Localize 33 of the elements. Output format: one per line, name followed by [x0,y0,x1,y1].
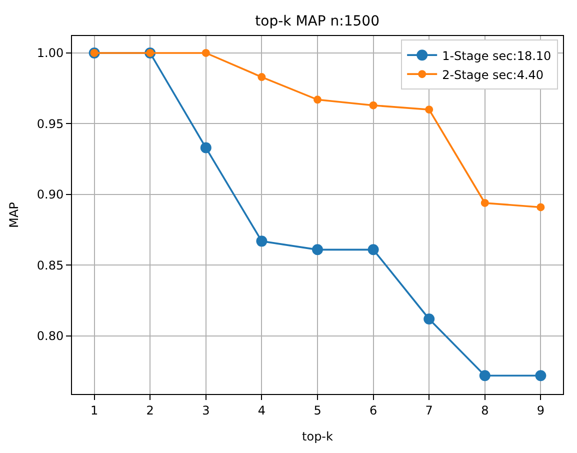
y-tick-label: 0.95 [36,116,64,131]
point [369,101,378,110]
legend-label: 1-Stage sec:18.10 [442,48,552,63]
y-axis-title: MAP [7,202,22,228]
y-tick-label: 0.85 [36,258,64,272]
point [256,236,268,247]
point [425,106,434,114]
x-tick-label: 8 [481,403,489,418]
y-tick-label: 1.00 [36,46,64,60]
point [314,96,322,104]
point [258,73,266,82]
point [368,244,379,256]
x-tick-label: 7 [425,403,433,418]
point [479,370,490,382]
point [202,48,210,57]
point [312,244,323,256]
x-tick-label: 4 [258,403,266,418]
x-tick-label: 2 [146,403,154,418]
x-tick-label: 1 [90,403,98,418]
legend-label: 2-Stage sec:4.40 [442,68,544,82]
x-tick-label: 3 [202,403,210,418]
chart-title: top-k MAP n:1500 [255,14,380,30]
y-tick-label: 0.90 [36,188,64,202]
point [480,198,489,207]
x-axis-title: top-k [302,429,334,444]
y-tick-label: 0.80 [36,329,64,344]
x-tick-label: 6 [369,403,378,418]
point [535,370,546,382]
x-tick-label: 5 [314,403,322,418]
point [424,314,435,324]
point [536,203,545,212]
point [200,142,212,154]
x-tick-label: 9 [536,403,544,418]
